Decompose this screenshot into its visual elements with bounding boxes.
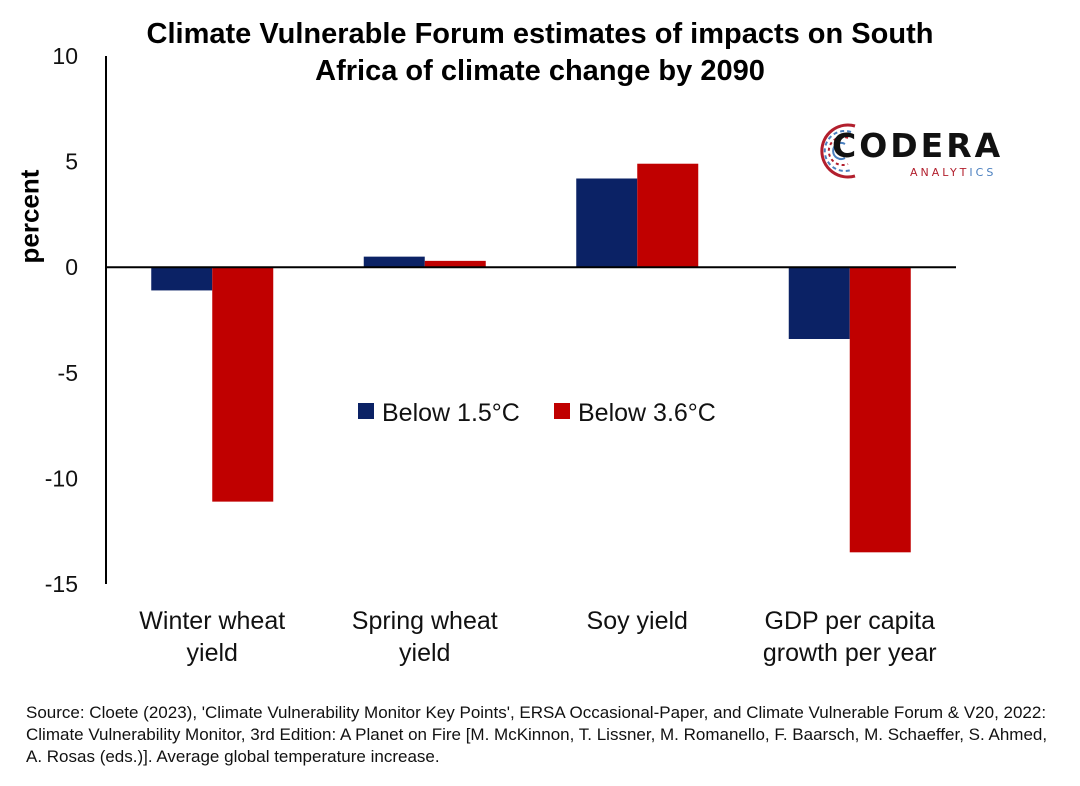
source-note: Source: Cloete (2023), 'Climate Vulnerab… xyxy=(26,703,1048,766)
legend-swatch xyxy=(554,403,570,419)
bar-below-1-5 xyxy=(151,267,213,291)
y-tick-label: -15 xyxy=(45,571,78,597)
bar-below-3-6 xyxy=(424,260,486,268)
bar-below-3-6 xyxy=(212,267,274,502)
y-tick-labels: 10 5 0 -5 -10 -15 xyxy=(45,43,78,597)
y-axis-label: percent xyxy=(14,169,45,264)
bar-below-3-6 xyxy=(849,267,911,553)
chart-title-line-2: Africa of climate change by 2090 xyxy=(315,55,765,87)
category-label-line: yield xyxy=(187,639,238,667)
logo-circle-icon xyxy=(820,123,856,179)
logo-wordmark: CODERA xyxy=(832,126,1004,165)
category-label: GDP per capita growth per year xyxy=(763,607,937,667)
codera-logo: CODERA ANALYTICS xyxy=(815,118,1025,184)
category-labels: Winter wheat yield Spring wheat yield Soy yi… xyxy=(139,607,936,667)
chart-title-line-1: Climate Vulnerable Forum estimates of im… xyxy=(146,18,934,50)
bar-below-1-5 xyxy=(576,178,638,268)
category-label-line: yield xyxy=(399,639,450,667)
category-label-line: Spring wheat xyxy=(352,607,498,635)
legend: Below 1.5°C Below 3.6°C xyxy=(358,399,716,427)
logo-subtitle-tail: ICS xyxy=(969,166,997,179)
category-label-line: GDP per capita xyxy=(765,607,936,635)
category-label-line: growth per year xyxy=(763,639,937,667)
y-tick-label: 0 xyxy=(65,254,78,280)
logo-subtitle-main: ANALYT xyxy=(910,166,970,179)
bar-below-1-5 xyxy=(788,267,850,340)
y-tick-label: -5 xyxy=(58,360,78,386)
legend-label: Below 1.5°C xyxy=(382,399,520,427)
category-label-line: Soy yield xyxy=(587,607,688,635)
category-label: Soy yield xyxy=(587,607,688,635)
y-tick-label: 10 xyxy=(52,43,78,69)
y-tick-label: -10 xyxy=(45,465,78,491)
category-label: Spring wheat yield xyxy=(352,607,498,667)
category-label: Winter wheat yield xyxy=(139,607,285,667)
logo-subtitle: ANALYTICS xyxy=(910,166,996,179)
y-tick-label: 5 xyxy=(65,149,78,175)
bars-group xyxy=(151,163,911,553)
legend-label: Below 3.6°C xyxy=(578,399,716,427)
category-label-line: Winter wheat xyxy=(139,607,285,635)
bar-below-3-6 xyxy=(637,163,699,268)
chart-title: Climate Vulnerable Forum estimates of im… xyxy=(80,16,1000,90)
legend-swatch xyxy=(358,403,374,419)
bar-below-1-5 xyxy=(363,256,425,268)
